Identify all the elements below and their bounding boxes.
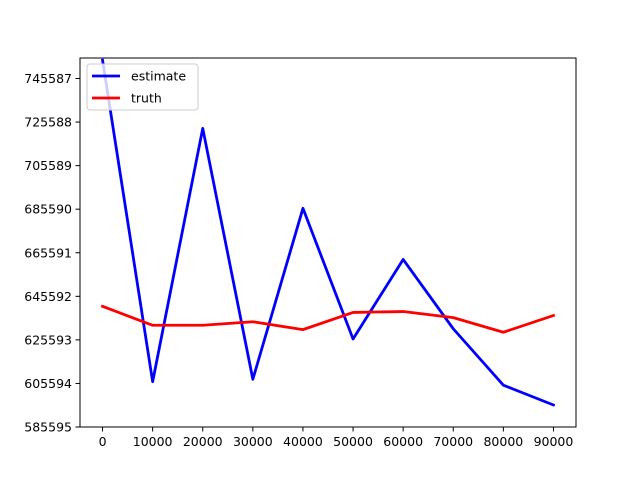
x-axis: 0 10000 20000 30000 40000 50000 60000 70000 8000… bbox=[99, 427, 574, 449]
legend: estimate truth bbox=[86, 63, 199, 111]
y-tick-label: 745587 bbox=[24, 71, 72, 86]
x-tick-label: 40000 bbox=[283, 434, 323, 449]
series-line-estimate bbox=[100, 58, 556, 407]
x-tick-label: 20000 bbox=[183, 434, 223, 449]
x-tick-label: 0 bbox=[99, 434, 107, 449]
y-tick-label: 685590 bbox=[24, 202, 72, 217]
plot-frame bbox=[79, 57, 577, 428]
series-line-truth bbox=[100, 304, 556, 334]
legend-label-estimate: estimate bbox=[131, 69, 186, 84]
x-tick-label: 80000 bbox=[483, 434, 523, 449]
series-layer bbox=[100, 58, 556, 407]
y-tick-label: 585595 bbox=[24, 420, 72, 435]
y-tick-label: 725588 bbox=[24, 115, 72, 130]
x-tick-label: 30000 bbox=[233, 434, 273, 449]
x-tick-label: 10000 bbox=[133, 434, 173, 449]
x-tick-label: 50000 bbox=[333, 434, 373, 449]
y-tick-label: 665591 bbox=[24, 245, 72, 260]
legend-label-truth: truth bbox=[131, 91, 162, 106]
y-tick-label: 625593 bbox=[24, 332, 72, 347]
x-tick-label: 60000 bbox=[383, 434, 423, 449]
x-tick-label: 70000 bbox=[433, 434, 473, 449]
y-tick-label: 645592 bbox=[24, 289, 72, 304]
y-axis: 585595 605594 625593 645592 665591 685590 7055… bbox=[24, 71, 80, 435]
x-tick-label: 90000 bbox=[534, 434, 574, 449]
y-tick-label: 605594 bbox=[24, 376, 72, 391]
y-tick-label: 705589 bbox=[24, 158, 72, 173]
